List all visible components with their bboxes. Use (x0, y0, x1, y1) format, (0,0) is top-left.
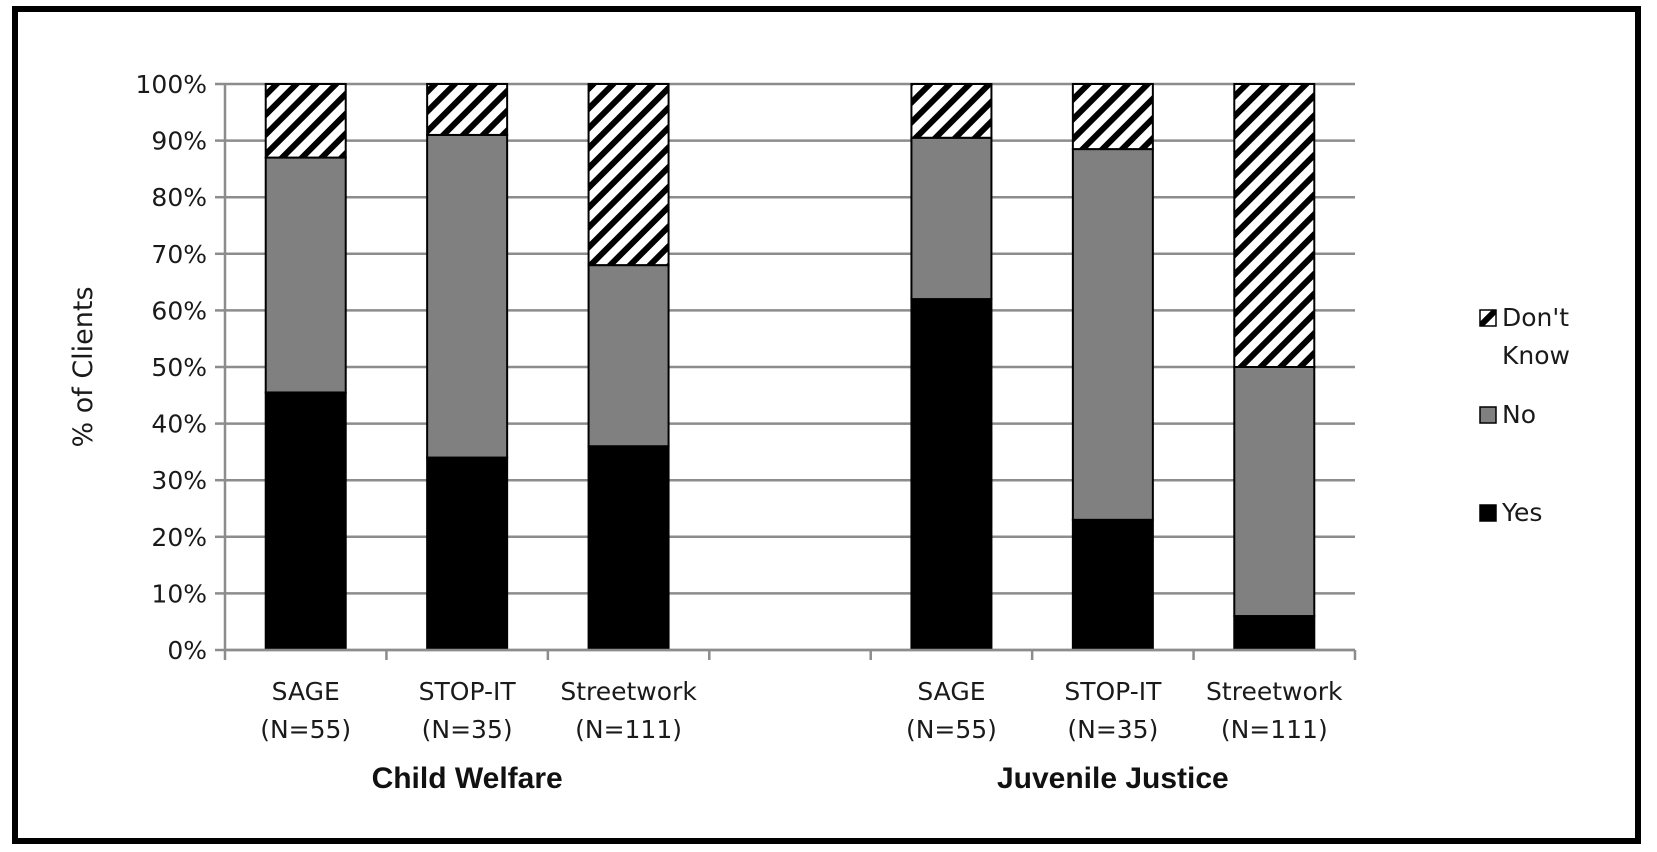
bar-no (264, 156, 347, 394)
category-label: STOP-IT (419, 677, 517, 706)
category-sublabel: (N=35) (422, 715, 513, 744)
axes (215, 82, 1357, 660)
labels: 0% 10% 20% 30% 40% 50% 60% 70% 80% 90% 100% % of Cl… (68, 70, 1343, 795)
category-label: SAGE (917, 677, 985, 706)
y-tick-label: 30% (151, 466, 207, 495)
y-tick-label: 60% (151, 296, 207, 325)
bar-no (1233, 366, 1316, 618)
category-label: Streetwork (560, 677, 697, 706)
bar-don-t-know (264, 83, 347, 159)
bars (264, 83, 1316, 651)
bar-no (587, 264, 670, 448)
y-tick-label: 10% (151, 579, 207, 608)
bar-don-t-know (1233, 83, 1316, 368)
category-sublabel: (N=111) (1221, 715, 1328, 744)
bar-don-t-know (1071, 83, 1154, 151)
legend-label: Don't (1502, 303, 1569, 332)
y-axis-title: % of Clients (68, 286, 99, 447)
legend-label: No (1502, 400, 1536, 429)
category-sublabel: (N=55) (906, 715, 997, 744)
y-tick-label: 50% (151, 353, 207, 382)
legend-label: Yes (1501, 498, 1542, 527)
gridlines (225, 82, 1355, 652)
group-label: Child Welfare (372, 762, 563, 795)
bar-no (1071, 148, 1154, 521)
legend-label: Know (1502, 341, 1570, 370)
y-tick-label: 70% (151, 240, 207, 269)
category-sublabel: (N=35) (1067, 715, 1158, 744)
bar-yes (426, 456, 509, 651)
y-tick-label: 40% (151, 410, 207, 439)
y-tick-label: 20% (151, 523, 207, 552)
category-sublabel: (N=111) (575, 715, 682, 744)
legend: Don't Know No Yes (1479, 303, 1570, 527)
y-tick-label: 100% (136, 70, 207, 99)
bar-yes (264, 391, 347, 651)
bar-don-t-know (910, 83, 993, 139)
bar-no (910, 136, 993, 301)
category-label: SAGE (272, 677, 340, 706)
y-tick-label: 0% (167, 636, 207, 665)
category-sublabel: (N=55) (260, 715, 351, 744)
bar-yes (1233, 615, 1316, 651)
category-label: STOP-IT (1064, 677, 1162, 706)
y-tick-label: 80% (151, 183, 207, 212)
bar-no (426, 133, 509, 459)
legend-swatch (1479, 309, 1497, 327)
bar-yes (587, 445, 670, 651)
bar-yes (910, 298, 993, 651)
legend-swatch (1479, 504, 1497, 522)
category-label: Streetwork (1206, 677, 1343, 706)
group-label: Juvenile Justice (997, 762, 1229, 795)
bar-don-t-know (587, 83, 670, 267)
y-tick-label: 90% (151, 127, 207, 156)
bar-yes (1071, 518, 1154, 651)
legend-swatch (1479, 406, 1497, 424)
bar-don-t-know (426, 83, 509, 136)
